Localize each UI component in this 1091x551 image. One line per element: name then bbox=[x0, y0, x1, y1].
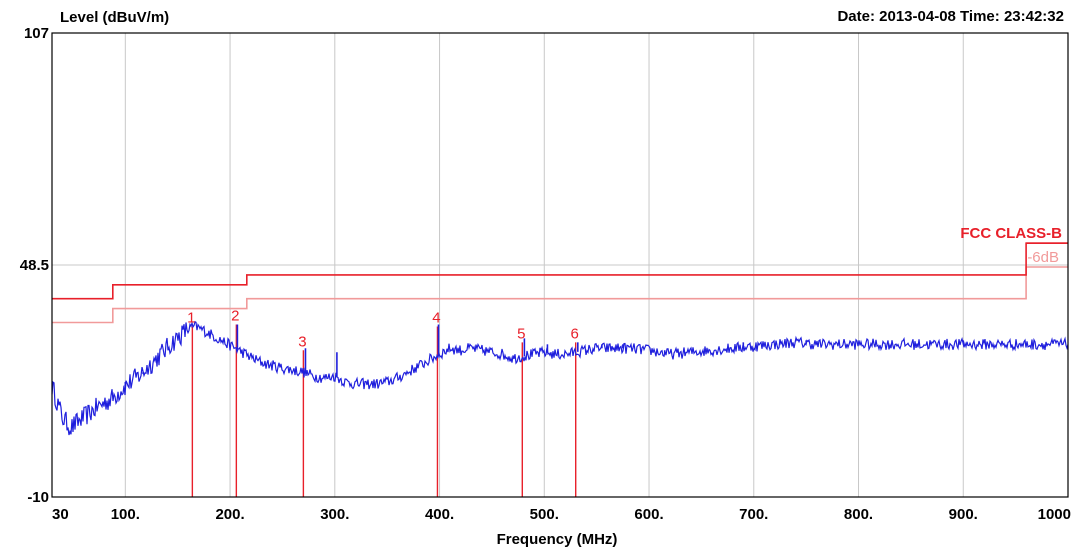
x-tick-label-1: 100. bbox=[111, 506, 140, 523]
marker-label-5: 5 bbox=[517, 325, 525, 342]
grid-lines bbox=[52, 33, 1068, 497]
x-tick-label-0: 30 bbox=[52, 506, 69, 523]
limit-lines bbox=[52, 242, 1068, 324]
y-tick-labels: 107 48.5 -10 bbox=[20, 25, 49, 506]
marker-lines bbox=[191, 324, 577, 497]
date-time-stamp: Date: 2013-04-08 Time: 23:42:32 bbox=[837, 8, 1064, 25]
marker-label-6: 6 bbox=[571, 325, 579, 342]
margin-line-label: -6dB bbox=[1027, 249, 1059, 266]
x-tick-label-5: 500. bbox=[530, 506, 559, 523]
x-tick-label-3: 300. bbox=[320, 506, 349, 523]
marker-label-2: 2 bbox=[231, 307, 239, 324]
marker-label-1: 1 bbox=[187, 309, 195, 326]
measurement-trace bbox=[51, 320, 1069, 436]
x-tick-label-6: 600. bbox=[634, 506, 663, 523]
x-tick-label-9: 900. bbox=[949, 506, 978, 523]
y-tick-label-2: -10 bbox=[27, 489, 49, 506]
x-tick-labels: 30 100. 200. 300. 400. 500. 600. 700. 800. 900. 10… bbox=[52, 506, 1071, 523]
y-tick-label-0: 107 bbox=[24, 25, 49, 42]
x-tick-label-4: 400. bbox=[425, 506, 454, 523]
plot-frame bbox=[51, 32, 1069, 498]
marker-label-3: 3 bbox=[298, 333, 306, 350]
x-tick-label-10: 1000 bbox=[1038, 506, 1071, 523]
y-tick-label-1: 48.5 bbox=[20, 257, 49, 274]
x-axis-label: Frequency (MHz) bbox=[497, 531, 618, 548]
y-axis-label: Level (dBuV/m) bbox=[60, 9, 169, 26]
marker-label-4: 4 bbox=[432, 309, 440, 326]
limit-line-label: FCC CLASS-B bbox=[960, 225, 1062, 242]
x-tick-label-7: 700. bbox=[739, 506, 768, 523]
x-tick-label-8: 800. bbox=[844, 506, 873, 523]
x-tick-label-2: 200. bbox=[215, 506, 244, 523]
limit-line bbox=[52, 242, 1068, 300]
trace-group bbox=[51, 320, 1069, 436]
marker-labels: 1 2 3 4 5 6 bbox=[187, 307, 579, 350]
